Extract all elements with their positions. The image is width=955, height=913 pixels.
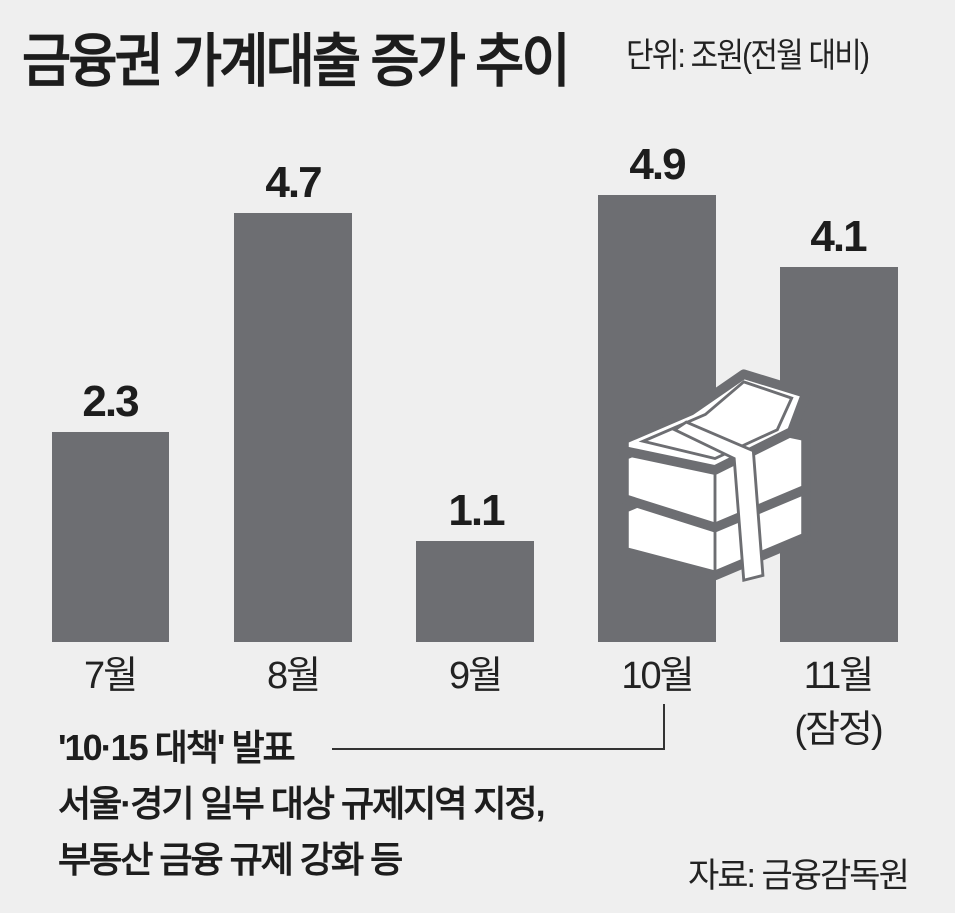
source-label: 자료: 금융감독원	[688, 857, 910, 895]
category-label-sep: 9월	[448, 655, 503, 697]
chart-title: 금융권 가계대출 증가 추이	[22, 29, 571, 94]
category-note-provisional: (잠정)	[794, 709, 883, 751]
value-label-nov: 4.1	[810, 212, 867, 261]
annotation-leader-vertical	[663, 704, 665, 750]
category-label-nov: 11월	[803, 655, 874, 697]
bar-sep	[416, 541, 534, 642]
bar-jul	[52, 432, 169, 642]
annotation-line-1: '10·15 대책' 발표	[58, 727, 296, 768]
value-label-sep: 1.1	[448, 486, 505, 535]
category-label-jul: 7월	[83, 655, 138, 697]
bar-aug	[234, 213, 352, 642]
unit-label: 단위: 조원(전월 대비)	[626, 37, 870, 75]
category-label-oct: 10월	[621, 655, 694, 697]
annotation-line-3: 부동산 금융 규제 강화 등	[58, 839, 403, 880]
annotation-leader-horizontal	[332, 748, 664, 750]
value-label-jul: 2.3	[82, 377, 139, 426]
category-label-aug: 8월	[266, 655, 321, 697]
money-stack-icon	[619, 369, 811, 583]
annotation-line-2: 서울·경기 일부 대상 규제지역 지정,	[58, 783, 546, 824]
value-label-oct: 4.9	[629, 140, 686, 189]
value-label-aug: 4.7	[265, 158, 322, 207]
